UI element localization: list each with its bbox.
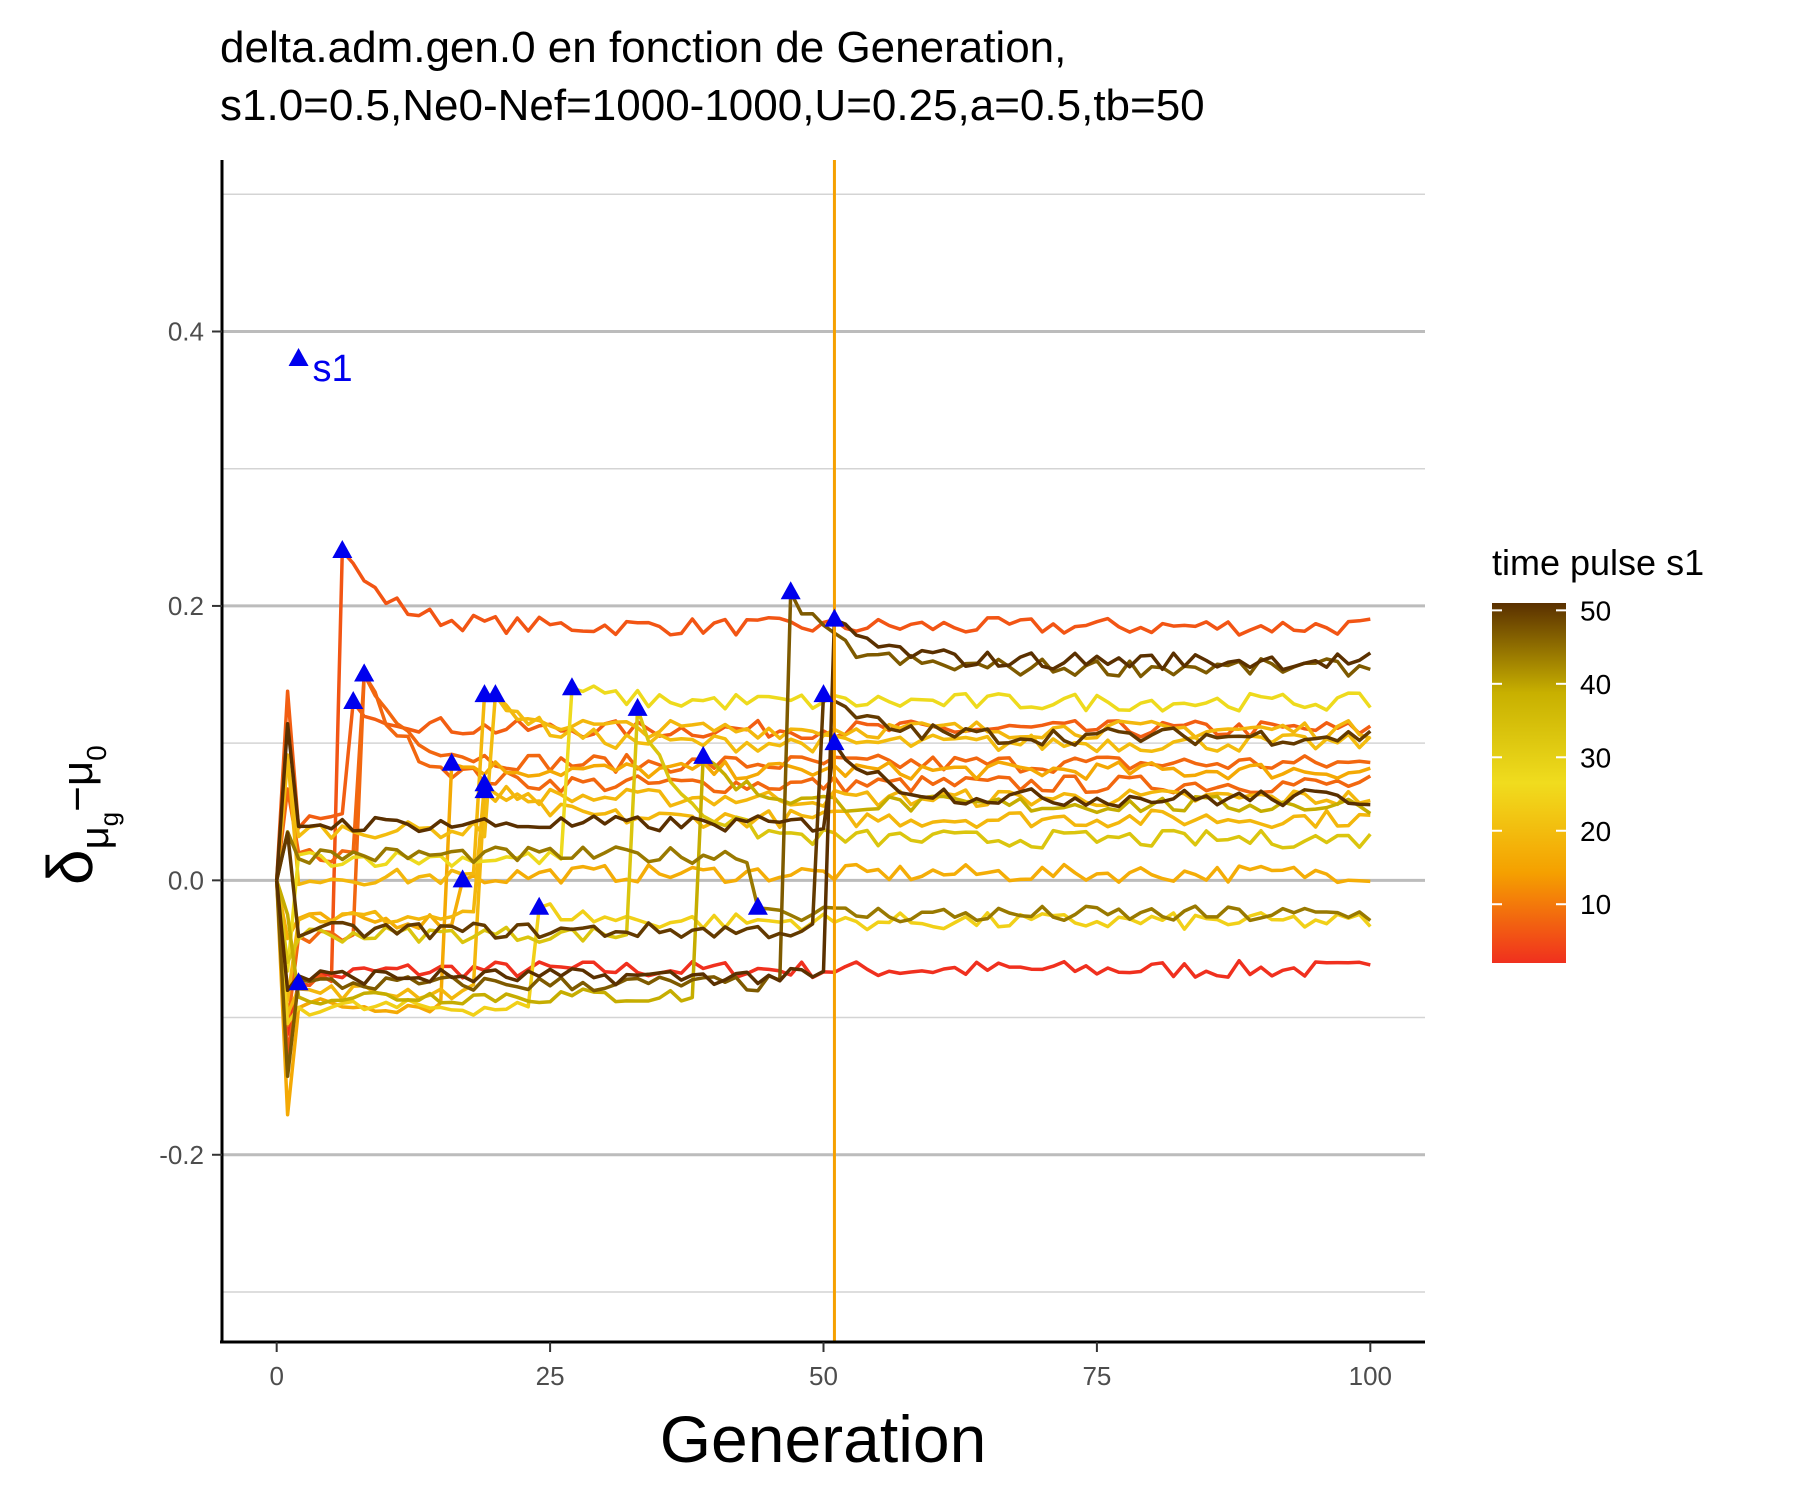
legend: time pulse s1 10 20 30 40 50	[1492, 542, 1704, 963]
legend-title: time pulse s1	[1492, 542, 1704, 583]
y-label-sub1: μ	[73, 826, 117, 849]
pulse-marker-10	[485, 684, 506, 703]
pulse-marker-5	[441, 752, 462, 771]
y-label-minus: −μ	[53, 761, 102, 812]
pulse-marker-12	[561, 677, 582, 696]
legend-tick-label-1: 20	[1580, 816, 1611, 847]
pulse-marker-9	[474, 780, 495, 799]
minor-gridlines	[222, 193, 1425, 1293]
series-line-14	[275, 755, 1372, 1006]
series-line-19	[274, 722, 1371, 881]
x-axis-label: Generation	[660, 1402, 987, 1476]
pulse-marker-19	[824, 732, 845, 751]
y-label-sub3: 0	[81, 745, 112, 761]
pulse-markers	[288, 347, 845, 991]
series-line-15	[274, 830, 1372, 924]
pulse-marker-2	[343, 690, 364, 709]
pulse-marker-17	[813, 684, 834, 703]
x-tick-label-0: 0	[269, 1361, 283, 1391]
series-line-11	[274, 880, 1372, 1026]
y-tick-label-3: 0.4	[168, 317, 204, 347]
y-axis-ticks: -0.2 0.0 0.2 0.4	[159, 317, 222, 1170]
pulse-marker-4	[354, 663, 375, 682]
series-line-3	[274, 672, 1372, 1028]
series-lines	[274, 549, 1372, 1117]
x-tick-label-4: 100	[1349, 1361, 1392, 1391]
legend-tick-label-3: 40	[1580, 669, 1611, 700]
pulse-marker-0	[288, 972, 309, 991]
s1-annotation: s1	[313, 348, 353, 390]
pulse-marker-18	[824, 608, 845, 627]
y-tick-label-2: 0.2	[168, 591, 204, 621]
y-tick-label-0: -0.2	[159, 1140, 204, 1170]
x-tick-label-1: 25	[536, 1361, 565, 1391]
legend-tick-label-0: 10	[1580, 889, 1611, 920]
series-line-18	[274, 617, 1372, 993]
series-line-16	[274, 590, 1371, 1079]
legend-tick-label-2: 30	[1580, 742, 1611, 773]
chart-title: delta.adm.gen.0 en fonction de Generatio…	[220, 23, 1066, 72]
legend-colorbar	[1492, 603, 1566, 963]
series-line-7	[274, 782, 1371, 1002]
pulse-marker-16	[780, 581, 801, 600]
legend-tick-label-4: 50	[1580, 595, 1611, 626]
series-line-6	[274, 862, 1371, 941]
pulse-marker-1	[332, 540, 353, 559]
x-tick-label-3: 75	[1082, 1361, 1111, 1391]
series-line-9	[274, 784, 1371, 1016]
y-label-base: δ	[34, 849, 106, 885]
x-tick-label-2: 50	[809, 1361, 838, 1391]
pulse-marker-11	[529, 896, 550, 915]
series-line-1	[274, 549, 1371, 1056]
pulse-marker-15	[747, 896, 768, 915]
svg-text:δμg−μ0: δμg−μ0	[34, 745, 124, 885]
major-gridlines	[222, 330, 1425, 1157]
y-axis-label: δμg−μ0	[34, 745, 124, 885]
x-axis-ticks: 0 25 50 75 100	[269, 1342, 1392, 1391]
pulse-marker-13	[627, 697, 648, 716]
chart-subtitle: s1.0=0.5,Ne0-Nef=1000-1000,U=0.25,a=0.5,…	[220, 81, 1205, 130]
legend-ticks: 10 20 30 40 50	[1492, 595, 1611, 920]
pulse-marker-14	[693, 745, 714, 764]
y-label-sub2: g	[94, 812, 124, 826]
series-line-4	[274, 672, 1371, 881]
annotation-marker	[288, 347, 309, 366]
y-tick-label-1: 0.0	[168, 865, 204, 895]
pulse-marker-6	[452, 869, 473, 888]
